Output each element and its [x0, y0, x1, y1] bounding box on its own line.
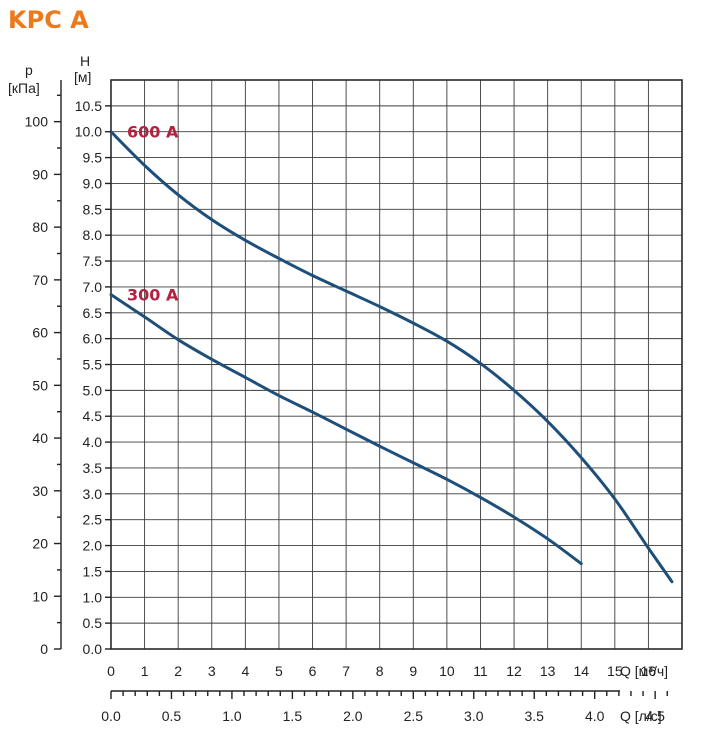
y2-tick-label: 20 — [32, 536, 48, 552]
x-tick-label: 16 — [641, 663, 657, 679]
x2-axis-flow-ls: 0.0 0.5 1.0 1.5 2.0 2.5 3.0 3.5 4.0 4.5 — [101, 691, 668, 724]
x-tick-label: 0 — [107, 663, 115, 679]
y-axis-unit: [м] — [74, 69, 91, 85]
y-tick-label: 1.5 — [83, 563, 103, 579]
x-tick-label: 4 — [241, 663, 249, 679]
y-tick-label: 8.0 — [83, 227, 103, 243]
y-tick-label: 10.5 — [75, 98, 102, 114]
y-tick-label: 1.0 — [83, 589, 103, 605]
x2-tick-label: 3.5 — [524, 708, 544, 724]
y2-tick-label: 30 — [32, 483, 48, 499]
x-tick-label: 3 — [208, 663, 216, 679]
y-tick-label: 5.0 — [83, 382, 103, 398]
x-tick-label: 1 — [141, 663, 149, 679]
y2-tick-label: 10 — [32, 588, 48, 604]
y-tick-label: 5.5 — [83, 357, 103, 373]
x-tick-label: 6 — [309, 663, 317, 679]
series-line-0 — [109, 130, 674, 584]
y-tick-label: 6.0 — [83, 331, 103, 347]
x-tick-label: 11 — [473, 663, 488, 679]
y-tick-label: 6.5 — [83, 305, 103, 321]
y2-tick-label: 90 — [32, 166, 48, 182]
y-tick-label: 9.5 — [83, 150, 103, 166]
grid — [111, 80, 682, 649]
y-tick-label: 7.5 — [83, 253, 103, 269]
x2-tick-label: 1.5 — [283, 708, 303, 724]
x-tick-label: 2 — [174, 663, 182, 679]
y-tick-label: 4.0 — [83, 434, 103, 450]
x-tick-label: 12 — [506, 663, 522, 679]
y2-tick-label: 80 — [32, 219, 48, 235]
y-tick-label: 7.0 — [83, 279, 103, 295]
y2-tick-label: 40 — [32, 430, 48, 446]
y2-tick-label: 0 — [40, 641, 48, 657]
x-tick-label: 7 — [342, 663, 350, 679]
y2-tick-label: 50 — [32, 377, 48, 393]
series-label-1: 300 A — [127, 286, 179, 305]
y2-axis-unit: [кПа] — [8, 80, 40, 96]
y2-axis-pressure: 0 10 20 30 40 50 60 70 80 90 100 — [25, 94, 61, 657]
x2-tick-label: 4.0 — [585, 708, 605, 724]
y-tick-label: 0.0 — [83, 641, 103, 657]
x2-axis-label: Q [л/с] — [620, 708, 662, 724]
y-tick-label: 8.5 — [83, 201, 103, 217]
x2-tick-label: 2.5 — [404, 708, 424, 724]
x2-tick-label: 1.0 — [222, 708, 242, 724]
y-tick-label: 9.0 — [83, 175, 103, 191]
y-tick-label: 0.5 — [83, 615, 103, 631]
y-tick-label: 2.0 — [83, 538, 103, 554]
y-tick-label: 4.5 — [83, 408, 103, 424]
chart-title: KPC A — [8, 6, 89, 34]
x-tick-label: 8 — [376, 663, 384, 679]
series-label-0: 600 A — [127, 123, 179, 142]
y-tick-label: 3.5 — [83, 460, 103, 476]
x-tick-label: 15 — [607, 663, 623, 679]
x-axis-label: Q [м³/ч] — [620, 663, 668, 679]
x-axis-flow-m3h: 0 1 2 3 4 5 6 7 8 9 10 11 12 13 14 15 16 — [107, 663, 656, 679]
x-tick-label: 5 — [275, 663, 283, 679]
y2-tick-label: 100 — [25, 114, 49, 130]
x-tick-label: 14 — [573, 663, 589, 679]
series-line-1 — [109, 293, 583, 566]
y2-tick-label: 70 — [32, 272, 48, 288]
x2-tick-label: 0.5 — [162, 708, 182, 724]
curves: 600 A 300 A — [109, 123, 674, 584]
y-tick-label: 3.0 — [83, 486, 103, 502]
y-axis-title: H — [80, 53, 90, 69]
y2-tick-label: 60 — [32, 325, 48, 341]
x2-tick-label: 0.0 — [101, 708, 121, 724]
y2-axis-title: p — [25, 62, 33, 78]
x-tick-label: 13 — [540, 663, 556, 679]
x2-tick-label: 2.0 — [343, 708, 363, 724]
x-tick-label: 9 — [409, 663, 417, 679]
y-axis-head: 0.0 0.5 1.0 1.5 2.0 2.5 3.0 3.5 4.0 4.5 5.0 5.5 6.0 6… — [75, 98, 111, 657]
y-tick-label: 2.5 — [83, 512, 103, 528]
x2-tick-label: 4.5 — [645, 708, 665, 724]
x2-tick-label: 3.0 — [464, 708, 484, 724]
y-tick-label: 10.0 — [75, 124, 102, 140]
x-tick-label: 10 — [439, 663, 455, 679]
